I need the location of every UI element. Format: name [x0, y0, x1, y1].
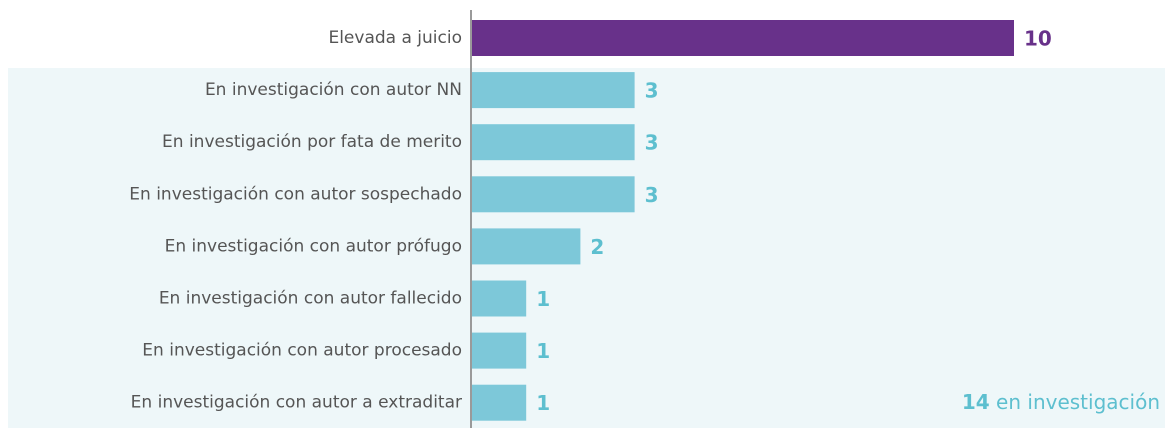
annotation-text: en investigación	[996, 390, 1160, 414]
value-label: 1	[536, 287, 550, 311]
bar	[472, 72, 635, 109]
bar	[472, 332, 527, 369]
value-label: 1	[536, 391, 550, 415]
bar	[472, 20, 1014, 56]
value-label: 3	[645, 131, 659, 155]
bar	[472, 280, 527, 317]
category-label: En investigación con autor a extraditar	[131, 393, 462, 413]
bar	[472, 384, 527, 421]
annotation: 14 en investigación	[962, 390, 1160, 414]
category-label: En investigación con autor prófugo	[165, 236, 462, 256]
value-label: 3	[645, 79, 659, 103]
category-label: En investigación con autor fallecido	[159, 289, 462, 309]
category-label: Elevada a juicio	[328, 28, 462, 48]
bar	[472, 124, 635, 161]
category-label: En investigación por fata de merito	[162, 132, 462, 152]
value-label: 3	[645, 183, 659, 207]
category-label: En investigación con autor procesado	[142, 341, 462, 361]
value-label: 2	[590, 235, 604, 259]
annotation-value: 14	[962, 390, 990, 414]
bar	[472, 176, 635, 213]
category-label: En investigación con autor NN	[205, 80, 462, 100]
value-label: 1	[536, 339, 550, 363]
category-label: En investigación con autor sospechado	[129, 184, 462, 204]
value-label: 10	[1024, 27, 1052, 51]
bar	[472, 228, 581, 265]
